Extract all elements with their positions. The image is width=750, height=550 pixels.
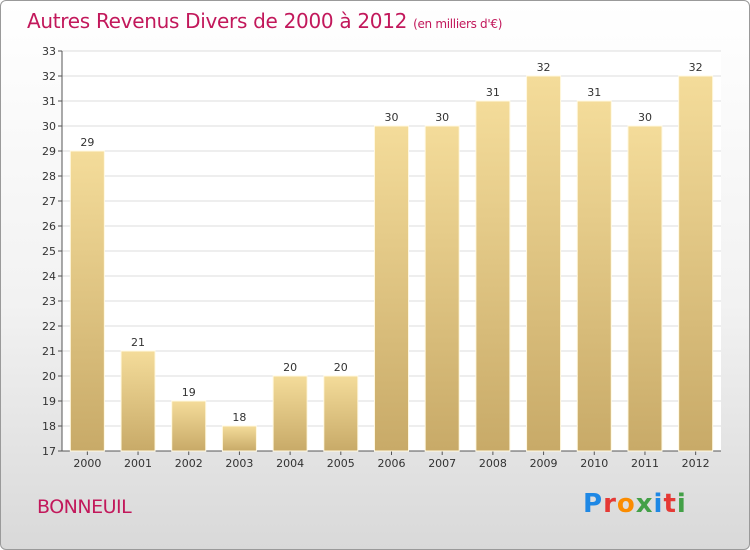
value-label-2003: 18 bbox=[232, 411, 246, 424]
value-label-2007: 30 bbox=[435, 111, 449, 124]
y-tick-label: 23 bbox=[42, 295, 56, 308]
logo-letter: t bbox=[663, 489, 677, 519]
y-tick-label: 20 bbox=[42, 370, 56, 383]
x-tick-label-2001: 2001 bbox=[124, 457, 152, 470]
value-label-2010: 31 bbox=[587, 86, 601, 99]
y-tick-label: 33 bbox=[42, 45, 56, 58]
value-label-2005: 20 bbox=[334, 361, 348, 374]
bar-2009 bbox=[526, 75, 562, 452]
chart-title: Autres Revenus Divers de 2000 à 2012 (en … bbox=[27, 9, 502, 33]
x-tick-label-2007: 2007 bbox=[428, 457, 456, 470]
x-tick-label-2003: 2003 bbox=[225, 457, 253, 470]
chart-title-text: Autres Revenus Divers de 2000 à 2012 bbox=[27, 9, 408, 33]
x-tick-label-2005: 2005 bbox=[327, 457, 355, 470]
y-tick-label: 22 bbox=[42, 320, 56, 333]
value-label-2002: 19 bbox=[182, 386, 196, 399]
bar-2010 bbox=[576, 100, 612, 452]
x-tick-label-2006: 2006 bbox=[378, 457, 406, 470]
x-tick-label-2012: 2012 bbox=[682, 457, 710, 470]
y-tick-label: 17 bbox=[42, 445, 56, 458]
x-tick-label-2011: 2011 bbox=[631, 457, 659, 470]
bar-2001 bbox=[120, 350, 156, 452]
bar-2004 bbox=[272, 375, 308, 452]
logo-letter: x bbox=[635, 489, 654, 519]
chart-unit: (en milliers d'€) bbox=[413, 17, 503, 31]
x-tick-label-2000: 2000 bbox=[73, 457, 101, 470]
value-label-2008: 31 bbox=[486, 86, 500, 99]
value-label-2001: 21 bbox=[131, 336, 145, 349]
logo-letter: o bbox=[616, 489, 636, 519]
bar-2012 bbox=[678, 75, 714, 452]
y-tick-label: 27 bbox=[42, 195, 56, 208]
y-tick-label: 24 bbox=[42, 270, 56, 283]
bar-2011 bbox=[627, 125, 663, 452]
x-tick-label-2010: 2010 bbox=[580, 457, 608, 470]
logo-letter: i bbox=[676, 489, 687, 519]
bar-2005 bbox=[323, 375, 359, 452]
y-tick-label: 32 bbox=[42, 70, 56, 83]
value-label-2009: 32 bbox=[537, 61, 551, 74]
bar-2006 bbox=[374, 125, 409, 452]
bar-2008 bbox=[475, 100, 511, 452]
value-label-2006: 30 bbox=[385, 111, 399, 124]
y-tick-label: 29 bbox=[42, 145, 56, 158]
value-label-2000: 29 bbox=[80, 136, 94, 149]
x-tick-label-2008: 2008 bbox=[479, 457, 507, 470]
bar-2000 bbox=[69, 150, 105, 452]
x-tick-label-2002: 2002 bbox=[175, 457, 203, 470]
proxiti-logo[interactable]: Proxiti bbox=[583, 489, 687, 519]
value-label-2012: 32 bbox=[689, 61, 703, 74]
value-label-2004: 20 bbox=[283, 361, 297, 374]
x-tick-label-2009: 2009 bbox=[530, 457, 558, 470]
logo-letter: P bbox=[583, 489, 604, 519]
y-tick-label: 19 bbox=[42, 395, 56, 408]
y-tick-label: 25 bbox=[42, 245, 56, 258]
y-tick-label: 18 bbox=[42, 420, 56, 433]
y-tick-label: 28 bbox=[42, 170, 56, 183]
bar-2002 bbox=[171, 400, 207, 452]
y-tick-label: 21 bbox=[42, 345, 56, 358]
bar-2003 bbox=[221, 425, 257, 452]
bar-2007 bbox=[424, 125, 460, 452]
y-tick-label: 26 bbox=[42, 220, 56, 233]
logo-letter: r bbox=[603, 489, 617, 519]
value-label-2011: 30 bbox=[638, 111, 652, 124]
x-tick-label-2004: 2004 bbox=[276, 457, 304, 470]
y-tick-label: 30 bbox=[42, 120, 56, 133]
y-tick-label: 31 bbox=[42, 95, 56, 108]
city-name: BONNEUIL bbox=[37, 496, 132, 518]
logo-letter: i bbox=[653, 489, 664, 519]
